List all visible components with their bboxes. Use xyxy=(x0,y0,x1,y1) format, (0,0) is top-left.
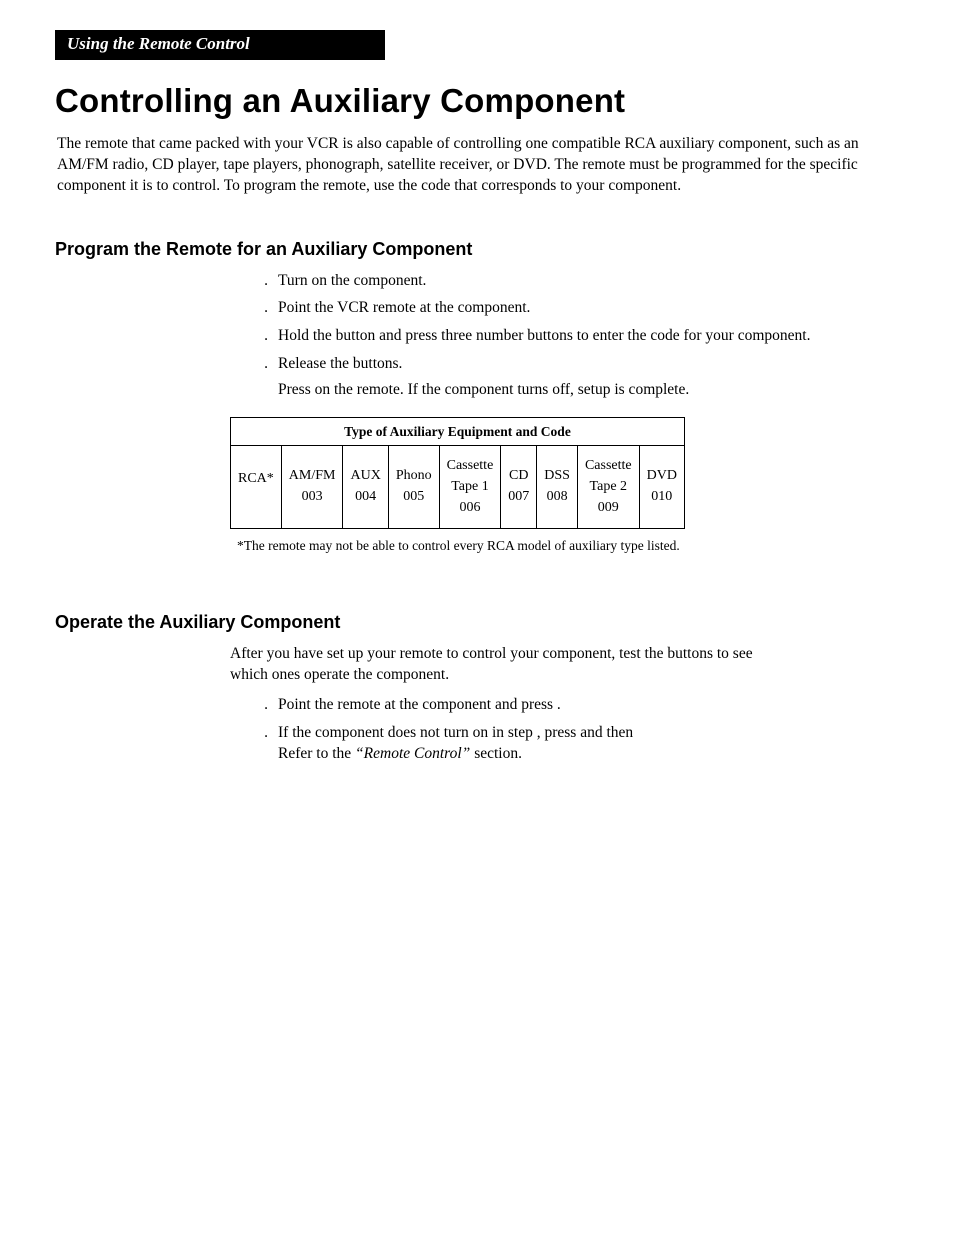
intro-paragraph: The remote that came packed with your VC… xyxy=(57,134,882,197)
cell-line: 003 xyxy=(302,489,323,504)
cell-line: Tape 2 xyxy=(590,479,628,494)
step-line: Refer to the xyxy=(278,745,355,762)
table-cell: DVD 010 xyxy=(639,445,684,528)
table-cell: AM/FM 003 xyxy=(281,445,343,528)
program-steps-list: . Turn on the component. . Point the VCR… xyxy=(250,270,884,375)
page-container: Using the Remote Control Controlling an … xyxy=(0,0,954,831)
codes-table-wrap: Type of Auxiliary Equipment and Code RCA… xyxy=(230,417,884,529)
table-cell: DSS 008 xyxy=(537,445,578,528)
italic-ref: “Remote Control” xyxy=(355,745,470,762)
table-cell: AUX 004 xyxy=(343,445,388,528)
cell-line: 007 xyxy=(508,489,529,504)
step-line: section. xyxy=(470,745,522,762)
table-cell: Phono 005 xyxy=(388,445,439,528)
step-text: Hold the button and press three number b… xyxy=(278,325,884,347)
list-item: . If the component does not turn on in s… xyxy=(250,722,884,765)
cell-line: Cassette xyxy=(447,458,494,473)
step-text: Point the remote at the component and pr… xyxy=(278,694,884,716)
note-rest: on the remote. If the component turns of… xyxy=(315,381,690,398)
table-row: RCA* AM/FM 003 AUX 004 Phono 005 Cassett… xyxy=(231,445,685,528)
step-text: Point the VCR remote at the component. xyxy=(278,297,884,319)
step-line: If the component does not turn on in ste… xyxy=(278,724,633,741)
codes-table: Type of Auxiliary Equipment and Code RCA… xyxy=(230,417,685,529)
cell-line: 005 xyxy=(403,489,424,504)
table-footnote: *The remote may not be able to control e… xyxy=(237,538,884,554)
cell-line: AUX xyxy=(350,468,380,483)
list-item: . Point the remote at the component and … xyxy=(250,694,884,716)
cell-line: DVD xyxy=(647,468,677,483)
cell-line: Phono xyxy=(396,468,432,483)
table-caption: Type of Auxiliary Equipment and Code xyxy=(231,417,685,445)
list-marker: . xyxy=(250,325,268,347)
list-item: . Release the buttons. xyxy=(250,353,884,375)
operate-intro: After you have set up your remote to con… xyxy=(230,643,790,686)
section-banner: Using the Remote Control xyxy=(55,30,385,60)
cell-line: 004 xyxy=(355,489,376,504)
table-cell: Cassette Tape 2 009 xyxy=(577,445,639,528)
cell-line: AM/FM xyxy=(289,468,336,483)
cell-line: 006 xyxy=(459,500,480,515)
step-text: Turn on the component. xyxy=(278,270,884,292)
table-cell: CD 007 xyxy=(501,445,537,528)
section-heading-operate: Operate the Auxiliary Component xyxy=(55,612,884,633)
list-marker: . xyxy=(250,694,268,716)
list-item: . Hold the button and press three number… xyxy=(250,325,884,347)
cell-line: 008 xyxy=(547,489,568,504)
step-text: Release the buttons. xyxy=(278,353,884,375)
program-note: Press on the remote. If the component tu… xyxy=(250,381,884,399)
cell-line: Tape 1 xyxy=(451,479,489,494)
operate-steps-list: . Point the remote at the component and … xyxy=(250,694,884,765)
page-title: Controlling an Auxiliary Component xyxy=(55,82,884,120)
list-marker: . xyxy=(250,270,268,292)
note-prefix: Press xyxy=(278,381,315,398)
section-heading-program: Program the Remote for an Auxiliary Comp… xyxy=(55,239,884,260)
list-marker: . xyxy=(250,722,268,744)
list-item: . Point the VCR remote at the component. xyxy=(250,297,884,319)
cell-line: DSS xyxy=(544,468,570,483)
list-marker: . xyxy=(250,353,268,375)
table-cell: Cassette Tape 1 006 xyxy=(439,445,501,528)
list-item: . Turn on the component. xyxy=(250,270,884,292)
cell-line: 010 xyxy=(651,489,672,504)
list-marker: . xyxy=(250,297,268,319)
cell-line: CD xyxy=(509,468,528,483)
cell-line: 009 xyxy=(598,500,619,515)
table-cell: RCA* xyxy=(231,445,282,528)
cell-line: Cassette xyxy=(585,458,632,473)
step-text: If the component does not turn on in ste… xyxy=(278,722,884,765)
